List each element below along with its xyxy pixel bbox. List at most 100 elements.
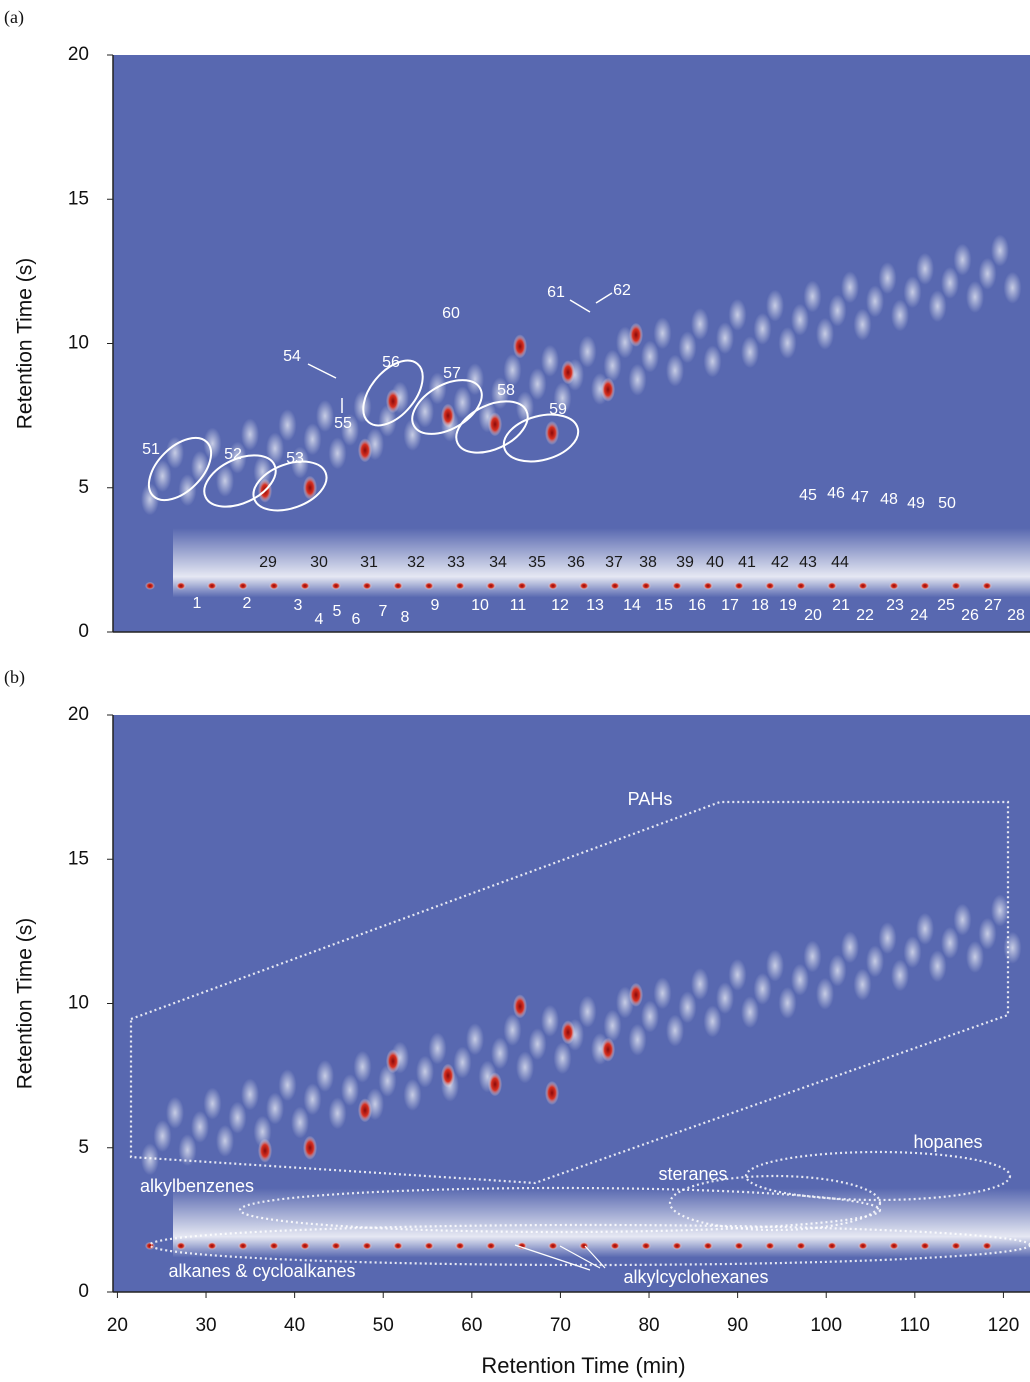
peak-spot [441,1063,455,1088]
annotation: 33 [447,554,465,571]
glow [841,931,859,964]
peak-spot [513,994,527,1019]
peak-spot [641,1241,651,1250]
peak-spot [424,581,434,590]
annotation: alkylbenzenes [140,1176,254,1196]
peak-spot [601,1037,615,1062]
glow [303,1083,322,1116]
glow [791,303,809,336]
glow [453,386,472,419]
annotation: 1 [193,595,202,612]
annotation: 47 [851,489,869,506]
glow [678,331,697,364]
glow [341,414,359,447]
group-ellipse [502,413,580,463]
glow [753,312,772,345]
glow [966,940,984,973]
annotation: 19 [779,597,797,614]
x-tick-label: 80 [638,1315,659,1336]
glow [191,1110,209,1143]
glow [541,1004,559,1037]
y-tick-label: 0 [78,1281,89,1302]
glow [203,1087,222,1120]
x-tick-label: 20 [107,1315,128,1336]
glow [553,382,572,415]
annotation: 15 [655,597,673,614]
glow [878,922,897,955]
peak-spot [982,581,992,590]
x-tick-label: 60 [461,1315,482,1336]
annotation: 60 [442,305,460,322]
annotation: 48 [880,491,898,508]
glow [416,395,434,428]
glow [578,995,597,1028]
annotation: 5 [333,603,342,620]
peak-spot [858,581,868,590]
peak-spot [610,1241,620,1250]
glow [991,894,1009,927]
peak-spot [951,581,961,590]
peak-spot [258,1138,272,1163]
glow [991,234,1009,267]
glow [866,285,884,318]
glow [653,317,672,350]
peak-spot [386,389,400,414]
peak-spot [176,1241,186,1250]
annotation: 24 [910,607,928,624]
annotation: 11 [510,597,527,614]
region [238,1186,882,1234]
annotation: 27 [984,597,1002,614]
peak-spot [561,360,575,385]
glow [903,276,922,309]
glow [853,968,872,1001]
glow [866,945,884,978]
group-ellipse [362,359,424,427]
peak-spot [827,1241,837,1250]
peak-spot [488,1072,502,1097]
annotation: 36 [567,554,585,571]
glow [716,322,734,355]
glow [716,982,734,1015]
annotation: alkanes & cycloalkanes [168,1261,355,1281]
peak-spot [734,1241,744,1250]
annotation: 10 [471,597,489,614]
group-ellipse [203,454,277,508]
peak-spot [393,1241,403,1250]
annotation: 37 [605,554,623,571]
glow [666,1014,684,1047]
peak-spot [734,581,744,590]
peak-spot [672,1241,682,1250]
peak-spot [303,475,317,500]
glow [1003,271,1022,304]
leader [569,299,591,313]
glow [916,912,934,945]
annotation: 38 [639,554,657,571]
glow [153,460,172,493]
annotation: 45 [799,487,817,504]
annotation: 55 [334,415,352,432]
glow [691,968,709,1001]
peak-spot [393,581,403,590]
annotation: 53 [286,450,304,467]
annotation: 13 [586,597,604,614]
glow [278,409,297,442]
glow [928,290,947,323]
glow [728,298,747,331]
annotation: 29 [259,554,277,571]
peak-spot [982,1241,992,1250]
glow [741,996,759,1029]
annotation: 16 [688,597,706,614]
y-tick-label: 20 [68,704,89,725]
glow [341,1074,359,1107]
glow-band [173,1188,1030,1258]
annotation: 49 [907,495,925,512]
glow [841,271,859,304]
glow [466,1023,484,1056]
peak-spot [331,1241,341,1250]
peak-spot [441,403,455,428]
glow [491,1037,509,1070]
annotation: 62 [613,282,631,299]
peak-spot [455,581,465,590]
glow [728,958,747,991]
